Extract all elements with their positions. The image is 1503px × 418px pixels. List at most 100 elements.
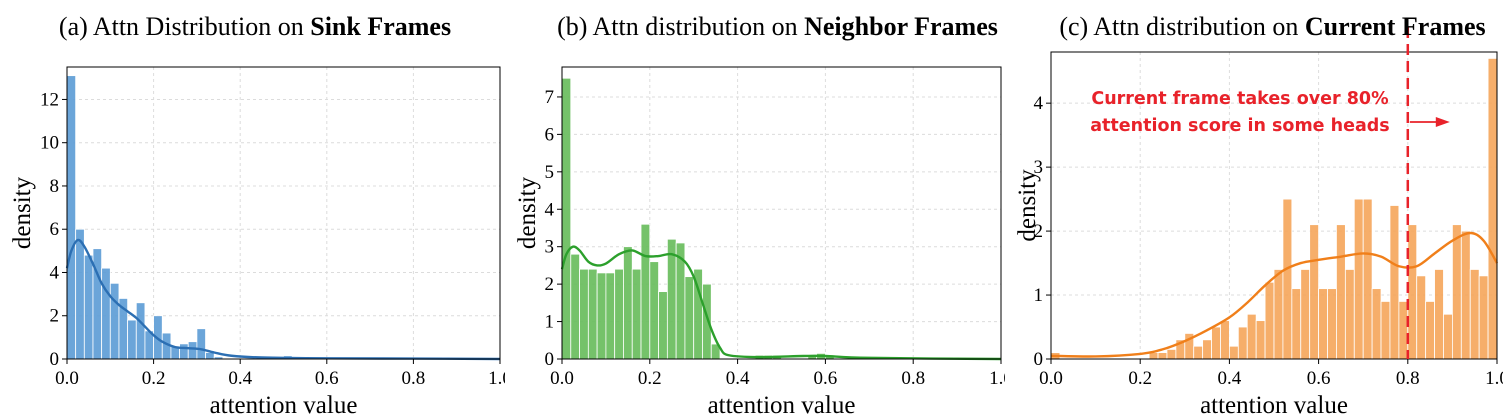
histogram-bar <box>179 343 189 360</box>
y-tick-label: 6 <box>545 124 555 145</box>
x-tick-label: 0.0 <box>1039 368 1063 389</box>
chart-title: (c) Attn distribution on Current Frames <box>1045 12 1500 42</box>
x-tick-label: 0.2 <box>1128 368 1152 389</box>
y-tick-label: 10 <box>40 133 59 154</box>
histogram-bar <box>702 283 712 360</box>
histogram-bar <box>587 268 598 360</box>
histogram-bar <box>1282 198 1293 360</box>
histogram-bar <box>1228 345 1239 360</box>
histogram-bar <box>649 261 659 360</box>
chart-title-prefix: (c) Attn distribution on <box>1059 12 1305 41</box>
y-tick-label: 8 <box>50 176 60 197</box>
histogram-bar <box>1237 326 1248 360</box>
histogram-bar <box>109 282 120 360</box>
annotation-line-2: attention score in some heads <box>1090 116 1390 136</box>
x-axis-label: attention value <box>1200 392 1348 418</box>
histogram-bar <box>666 238 677 360</box>
histogram-bar <box>1336 224 1346 360</box>
histogram-bar <box>596 272 607 360</box>
histogram-bar <box>135 302 146 360</box>
histogram-bar <box>1300 269 1311 360</box>
histogram-bar <box>196 328 206 360</box>
x-axis-label: attention value <box>708 392 856 418</box>
x-tick-label: 0.6 <box>315 368 339 389</box>
histogram-bar <box>127 319 137 360</box>
x-tick-label: 1.0 <box>989 368 1005 389</box>
x-tick-label: 0.4 <box>1218 368 1242 389</box>
histogram-current: 0.0 0.2 0.4 0.6 0.8 1.0 0 1 2 3 4 attention value de… <box>1014 27 1503 418</box>
x-tick-label: 0.8 <box>1396 368 1420 389</box>
y-tick-label: 1 <box>545 312 555 333</box>
histogram-bar <box>1425 301 1435 360</box>
histogram-bar <box>1407 224 1418 360</box>
histogram-bar <box>1193 345 1204 360</box>
kde-curve <box>560 245 1002 361</box>
histogram-bar <box>1220 320 1230 360</box>
chart-title: (a) Attn Distribution on Sink Frames <box>40 12 470 42</box>
histogram-bar <box>1469 269 1480 360</box>
y-tick-label: 6 <box>50 219 60 240</box>
kde-curve <box>1050 231 1499 358</box>
x-tick-label: 0.4 <box>228 368 252 389</box>
chart-title-bold: Sink Frames <box>310 12 452 41</box>
annotation-line-1: Current frame takes over 80% <box>1091 89 1389 109</box>
histogram-bar <box>1344 269 1355 360</box>
y-tick-label: 12 <box>40 89 59 110</box>
histogram-bar <box>1362 198 1373 360</box>
histogram-bar <box>1443 313 1453 360</box>
histogram-bar <box>66 75 77 360</box>
histogram-bar <box>1460 230 1471 360</box>
y-tick-label: 2 <box>1034 221 1044 242</box>
histogram-bar <box>1434 269 1444 360</box>
y-tick-label: 0 <box>50 349 60 370</box>
x-tick-label: 0.0 <box>550 368 574 389</box>
histogram-bar <box>101 267 111 360</box>
histogram-bar <box>561 77 572 360</box>
x-tick-label: 0.6 <box>814 368 838 389</box>
x-tick-label: 0.0 <box>55 368 79 389</box>
y-tick-label: 4 <box>50 262 60 283</box>
y-axis-label: density <box>514 176 541 249</box>
histogram-sink: 0.0 0.2 0.4 0.6 0.8 1.0 0 2 4 6 8 10 12 attention val… <box>9 66 505 418</box>
histogram-bar <box>658 291 668 360</box>
histogram-bar <box>1380 301 1391 360</box>
histogram-bar <box>579 268 589 360</box>
histogram-bar <box>1246 313 1257 360</box>
histogram-bar <box>75 228 85 360</box>
histogram-bar <box>1264 281 1275 360</box>
panel-current-frames: (c) Attn distribution on Current Frames … <box>1005 0 1503 418</box>
x-axis-label: attention value <box>210 392 358 418</box>
y-axis-label: density <box>1014 169 1041 242</box>
y-tick-label: 1 <box>1034 285 1044 306</box>
y-tick-label: 7 <box>545 87 555 108</box>
histogram-bar <box>1353 198 1364 360</box>
y-axis-label: density <box>9 176 36 249</box>
histogram-bar <box>605 272 616 360</box>
histogram-bar <box>1487 57 1498 360</box>
histogram-bar <box>631 268 642 360</box>
panel-neighbor-frames: (b) Attn distribution on Neighbor Frames… <box>505 0 1005 418</box>
histogram-bar <box>1291 288 1302 360</box>
histogram-bar <box>1255 320 1266 360</box>
histogram-bar <box>684 276 695 360</box>
x-tick-label: 0.2 <box>142 368 166 389</box>
histogram-bar <box>205 352 215 360</box>
plot-frame <box>561 66 1002 360</box>
y-tick-label: 5 <box>545 162 555 183</box>
histogram-bar <box>83 254 94 360</box>
arrow-head <box>1435 117 1450 127</box>
x-tick-label: 0.4 <box>726 368 750 389</box>
histogram-bar <box>1371 288 1382 360</box>
chart-title-prefix: (a) Attn Distribution on <box>58 12 311 41</box>
x-tick-label: 0.6 <box>1307 368 1331 389</box>
histogram-bar <box>1318 288 1328 360</box>
histogram-bar <box>1166 349 1177 360</box>
plot-frame <box>66 66 501 360</box>
y-tick-label: 4 <box>1034 93 1044 114</box>
y-tick-label: 3 <box>1034 157 1044 178</box>
histogram-bar <box>1309 224 1319 360</box>
histogram-bar <box>1273 269 1284 360</box>
chart-title-prefix: (b) Attn distribution on <box>557 12 805 41</box>
histogram-bar <box>640 223 651 360</box>
y-tick-label: 2 <box>50 306 60 327</box>
